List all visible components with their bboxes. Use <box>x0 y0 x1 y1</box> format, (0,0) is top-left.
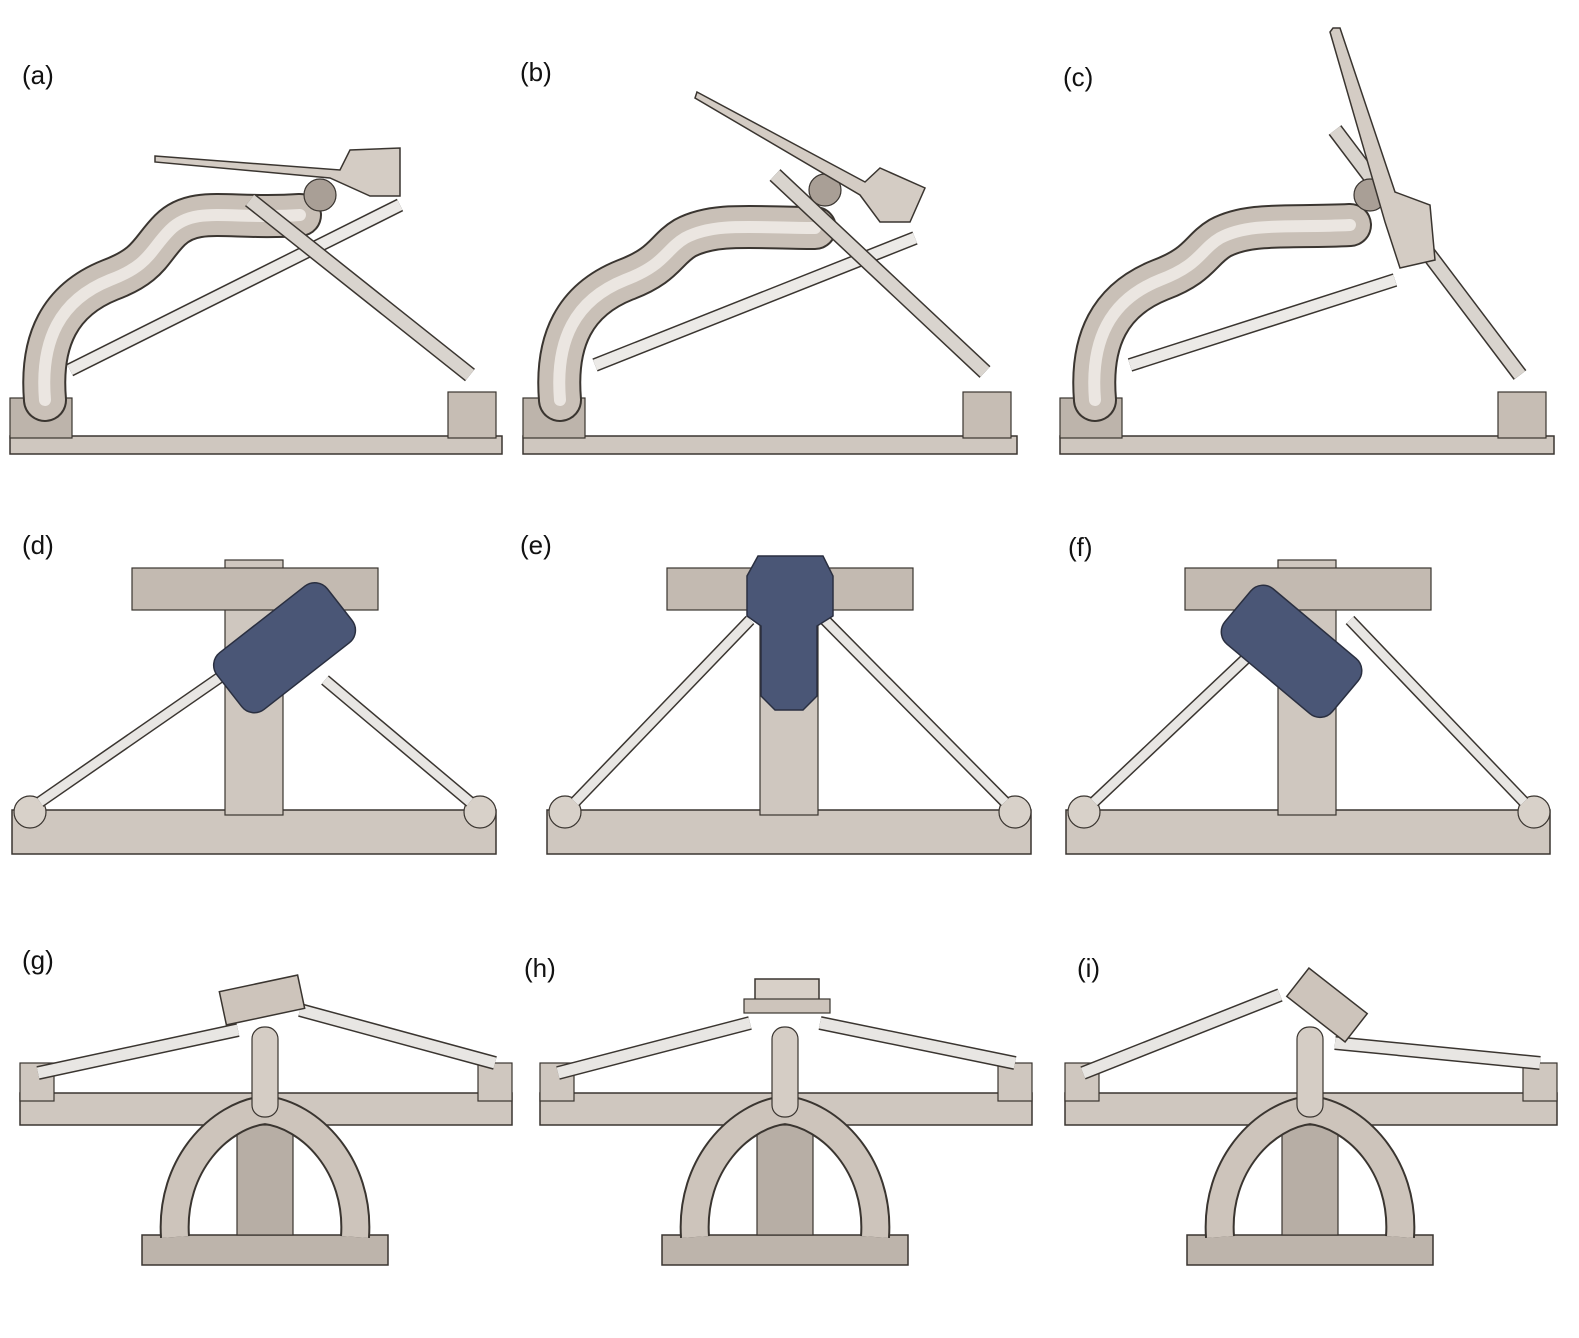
front-view-diagram <box>539 978 1033 1266</box>
panel-e: (e) <box>520 520 1045 880</box>
base-rail <box>9 391 503 455</box>
panel-d: (d) <box>0 520 520 880</box>
top-bar <box>1184 567 1432 611</box>
panel-label-f: (f) <box>1068 532 1093 562</box>
foot-platform <box>154 147 401 197</box>
panel-f: (f) <box>1050 520 1570 880</box>
panel-i: (i) <box>1045 935 1570 1275</box>
center-column <box>1296 1026 1324 1118</box>
top-view-diagram <box>11 559 497 855</box>
side-view-diagram <box>1059 27 1555 455</box>
panel-b: (b) <box>515 0 1035 470</box>
panel-label-i: (i) <box>1077 953 1101 983</box>
base-crossbar <box>1065 809 1551 855</box>
side-view-diagram <box>522 90 1018 455</box>
panel-c: (c) <box>1050 0 1570 470</box>
panel-label-a: (a) <box>22 60 54 90</box>
top-bar <box>131 567 379 611</box>
base-rail <box>522 391 1018 455</box>
front-view-diagram <box>1064 966 1558 1266</box>
base-plate <box>1186 1234 1434 1266</box>
foot-platform <box>694 90 926 223</box>
panel-label-d: (d) <box>22 530 54 560</box>
panel-label-h: (h) <box>524 953 556 983</box>
panel-a: (a) <box>0 0 520 470</box>
center-column <box>771 1026 799 1118</box>
center-column <box>251 1026 279 1118</box>
top-view-diagram <box>1065 559 1551 855</box>
panel-label-e: (e) <box>520 530 552 560</box>
foot-plate <box>212 581 357 714</box>
foot-platform <box>1285 966 1369 1044</box>
base-crossbar <box>546 809 1032 855</box>
base-plate <box>141 1234 389 1266</box>
panel-g: (g) <box>0 935 525 1275</box>
foot-plate <box>746 555 834 711</box>
panel-label-b: (b) <box>520 57 552 87</box>
front-view-diagram <box>19 974 513 1266</box>
side-view-diagram <box>9 147 503 455</box>
panel-h: (h) <box>520 935 1045 1275</box>
base-crossbar <box>11 809 497 855</box>
panel-label-c: (c) <box>1063 62 1094 92</box>
panel-label-g: (g) <box>22 945 54 975</box>
top-view-diagram <box>546 555 1032 855</box>
base-rail <box>1059 391 1555 455</box>
foot-platform <box>218 974 306 1026</box>
foot-plate <box>1220 584 1363 719</box>
base-plate <box>661 1234 909 1266</box>
foot-platform <box>1329 27 1436 269</box>
